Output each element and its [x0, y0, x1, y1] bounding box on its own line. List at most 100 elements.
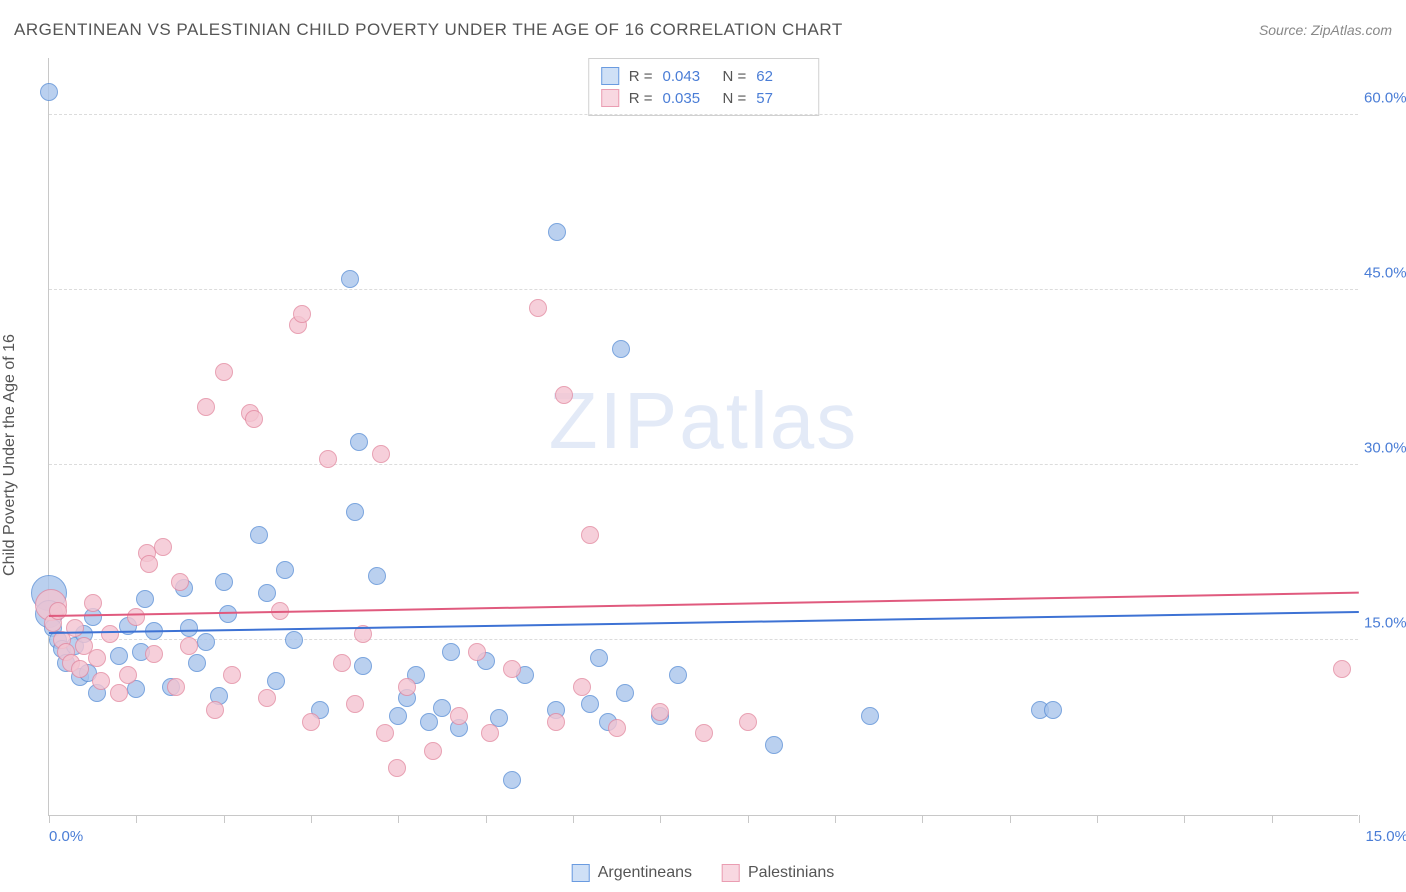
data-point	[110, 684, 128, 702]
stats-legend-row: R = 0.035N = 57	[601, 87, 807, 109]
data-point	[503, 771, 521, 789]
data-point	[590, 649, 608, 667]
stat-n-label: N =	[723, 90, 747, 107]
data-point	[739, 713, 757, 731]
legend-swatch	[572, 864, 590, 882]
x-tick-mark	[922, 815, 923, 823]
chart-title: ARGENTINEAN VS PALESTINIAN CHILD POVERTY…	[14, 20, 843, 40]
stat-r-value: 0.043	[663, 68, 713, 85]
data-point	[372, 445, 390, 463]
data-point	[127, 608, 145, 626]
data-point	[119, 666, 137, 684]
data-point	[1044, 701, 1062, 719]
data-point	[608, 719, 626, 737]
data-point	[136, 590, 154, 608]
legend-item: Argentineans	[572, 864, 692, 882]
data-point	[529, 299, 547, 317]
x-tick-mark	[748, 815, 749, 823]
data-point	[695, 724, 713, 742]
gridline	[49, 289, 1358, 290]
data-point	[245, 410, 263, 428]
data-point	[651, 703, 669, 721]
x-tick-mark	[1010, 815, 1011, 823]
legend-swatch	[722, 864, 740, 882]
series-legend: Argentineans Palestinians	[572, 864, 835, 882]
data-point	[333, 654, 351, 672]
data-point	[442, 643, 460, 661]
data-point	[40, 83, 58, 101]
x-tick-label: 0.0%	[49, 828, 83, 845]
y-tick-label: 15.0%	[1364, 615, 1406, 632]
data-point	[548, 223, 566, 241]
data-point	[285, 631, 303, 649]
x-tick-mark	[1184, 815, 1185, 823]
data-point	[180, 637, 198, 655]
data-point	[215, 363, 233, 381]
data-point	[581, 695, 599, 713]
data-point	[267, 672, 285, 690]
stat-r-value: 0.035	[663, 90, 713, 107]
data-point	[433, 699, 451, 717]
x-tick-mark	[486, 815, 487, 823]
data-point	[88, 649, 106, 667]
stat-r-label: R =	[629, 68, 653, 85]
trend-line	[49, 611, 1359, 634]
data-point	[223, 666, 241, 684]
data-point	[145, 645, 163, 663]
data-point	[346, 503, 364, 521]
stats-legend: R = 0.043N = 62R = 0.035N = 57	[588, 58, 820, 116]
data-point	[669, 666, 687, 684]
data-point	[215, 573, 233, 591]
data-point	[250, 526, 268, 544]
x-tick-mark	[311, 815, 312, 823]
data-point	[197, 398, 215, 416]
legend-label: Palestinians	[748, 864, 834, 882]
data-point	[424, 742, 442, 760]
x-tick-mark	[1097, 815, 1098, 823]
legend-swatch	[601, 89, 619, 107]
gridline	[49, 114, 1358, 115]
data-point	[258, 689, 276, 707]
data-point	[861, 707, 879, 725]
data-point	[171, 573, 189, 591]
data-point	[319, 450, 337, 468]
x-tick-mark	[398, 815, 399, 823]
data-point	[1333, 660, 1351, 678]
data-point	[258, 584, 276, 602]
data-point	[110, 647, 128, 665]
data-point	[49, 602, 67, 620]
gridline	[49, 464, 1358, 465]
trend-line	[49, 591, 1359, 616]
data-point	[354, 657, 372, 675]
y-tick-label: 60.0%	[1364, 90, 1406, 107]
header: ARGENTINEAN VS PALESTINIAN CHILD POVERTY…	[14, 20, 1392, 40]
legend-swatch	[601, 67, 619, 85]
x-tick-mark	[573, 815, 574, 823]
x-tick-mark	[835, 815, 836, 823]
data-point	[468, 643, 486, 661]
data-point	[376, 724, 394, 742]
x-tick-mark	[1359, 815, 1360, 823]
data-point	[389, 707, 407, 725]
data-point	[66, 619, 84, 637]
x-tick-mark	[1272, 815, 1273, 823]
data-point	[765, 736, 783, 754]
data-point	[616, 684, 634, 702]
x-tick-mark	[49, 815, 50, 823]
y-tick-label: 30.0%	[1364, 440, 1406, 457]
data-point	[547, 713, 565, 731]
watermark: ZIPatlas	[549, 375, 858, 467]
data-point	[71, 660, 89, 678]
data-point	[450, 707, 468, 725]
data-point	[154, 538, 172, 556]
stats-legend-row: R = 0.043 N = 62	[601, 65, 807, 87]
data-point	[167, 678, 185, 696]
data-point	[481, 724, 499, 742]
stat-n-value: 62	[756, 68, 806, 85]
data-point	[140, 555, 158, 573]
stat-n-label: N =	[723, 68, 747, 85]
data-point	[346, 695, 364, 713]
x-tick-mark	[660, 815, 661, 823]
data-point	[219, 605, 237, 623]
data-point	[555, 386, 573, 404]
